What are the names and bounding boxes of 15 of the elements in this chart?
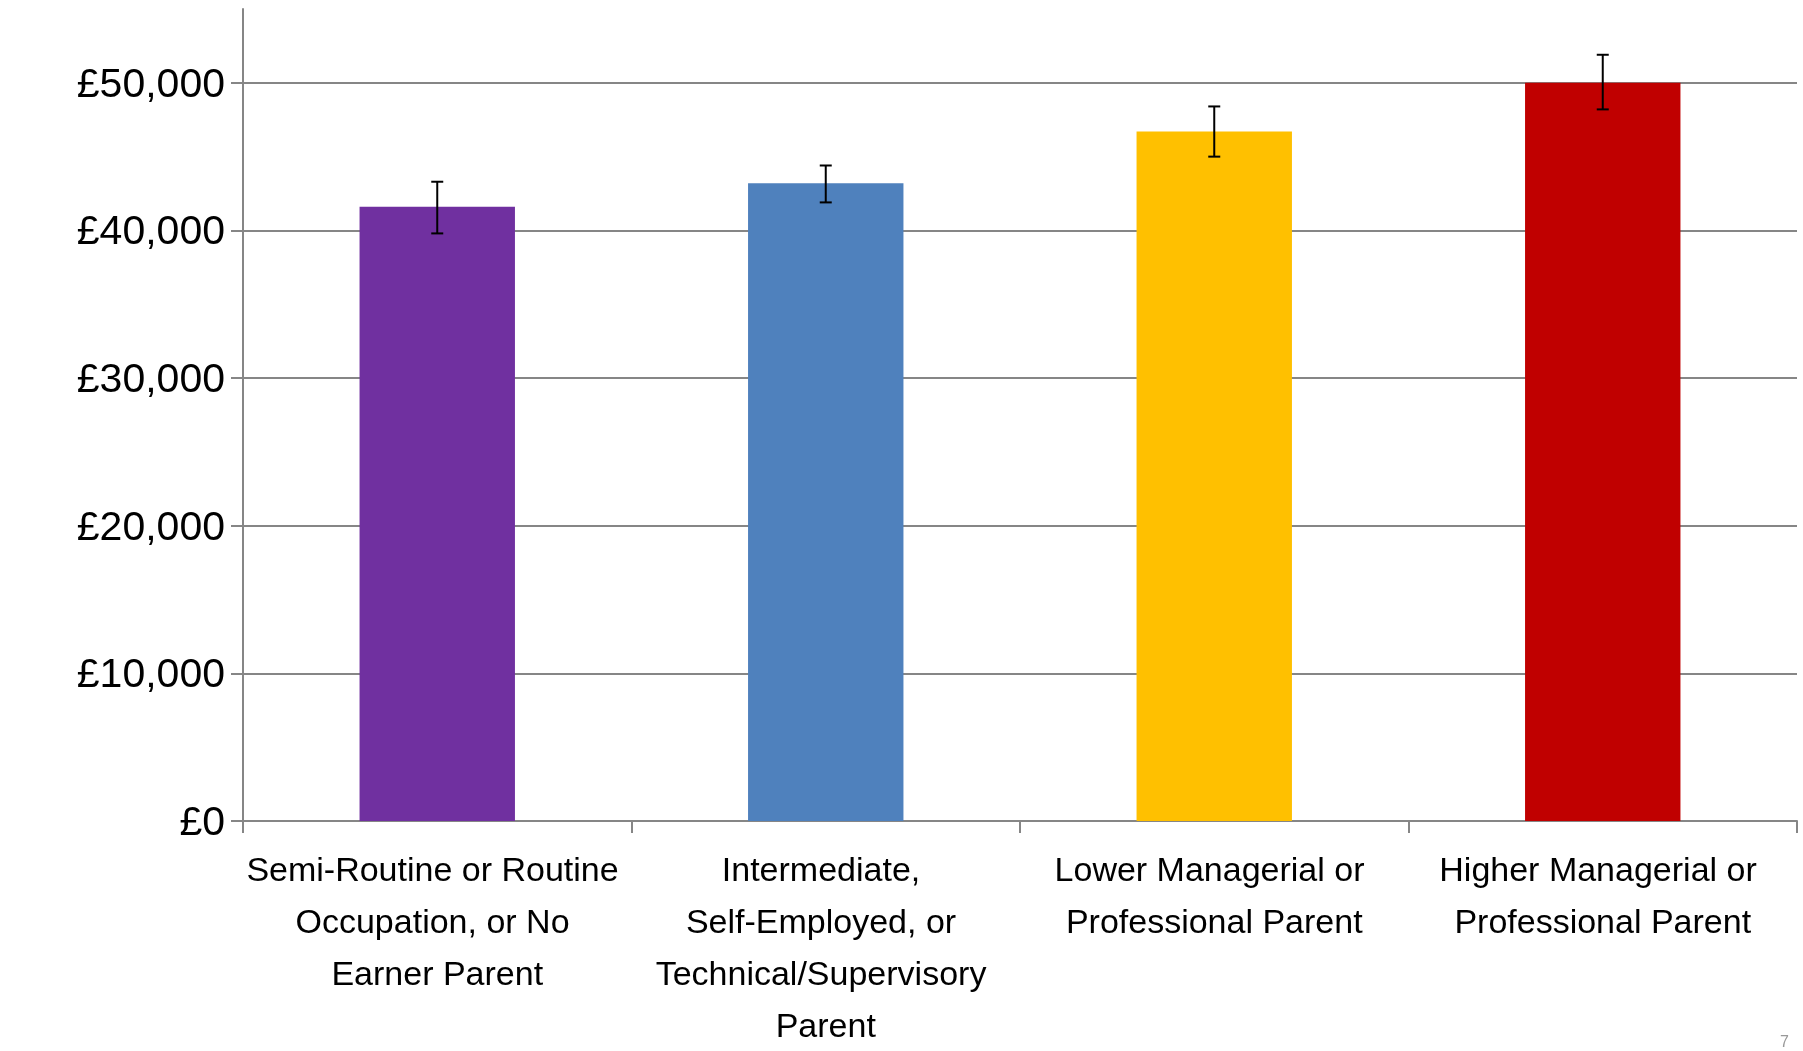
- x-tick-label: Higher Managerial or Professional Parent: [1439, 850, 1767, 940]
- x-tick-label: Intermediate, Self-Employed, or Technical/Supervisory Parent: [655, 850, 996, 1044]
- bar: [1136, 131, 1292, 821]
- bar: [359, 206, 515, 821]
- bar: [1525, 82, 1681, 821]
- y-tick-label: £50,000: [76, 59, 225, 106]
- x-tick-label: Semi-Routine or Routine Occupation, or No Earner Parent: [246, 850, 629, 992]
- text: 7: [1780, 1032, 1790, 1050]
- x-tick-label: Lower Managerial or Professional Parent: [1054, 850, 1374, 940]
- y-tick-label: £10,000: [76, 650, 225, 697]
- y-tick-label: £20,000: [76, 502, 225, 549]
- y-tick-label: £0: [179, 798, 225, 844]
- y-tick-label: £30,000: [76, 355, 225, 402]
- bar: [748, 183, 904, 821]
- y-tick-label: £40,000: [76, 207, 225, 254]
